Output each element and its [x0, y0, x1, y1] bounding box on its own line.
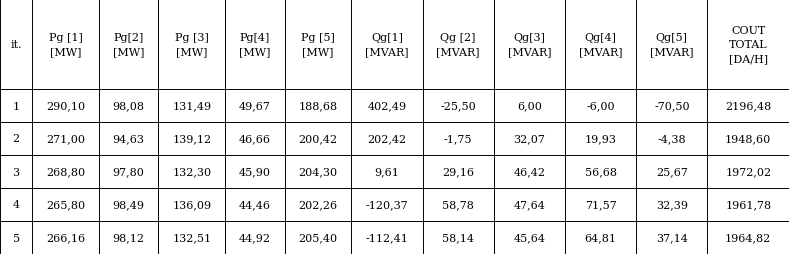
Text: -1,75: -1,75 — [444, 134, 473, 144]
Text: 45,90: 45,90 — [239, 167, 271, 177]
Text: it.: it. — [10, 40, 22, 50]
Text: 94,63: 94,63 — [113, 134, 144, 144]
Text: -70,50: -70,50 — [654, 101, 690, 111]
Text: 98,49: 98,49 — [113, 200, 144, 210]
Text: 32,39: 32,39 — [656, 200, 688, 210]
Text: 49,67: 49,67 — [239, 101, 271, 111]
Text: Qg[1]
[MVAR]: Qg[1] [MVAR] — [365, 33, 409, 57]
Text: 131,49: 131,49 — [172, 101, 211, 111]
Text: 97,80: 97,80 — [113, 167, 144, 177]
Text: Pg[2]
[MW]: Pg[2] [MW] — [113, 33, 144, 57]
Text: -4,38: -4,38 — [657, 134, 686, 144]
Text: 37,14: 37,14 — [656, 233, 688, 243]
Text: 29,16: 29,16 — [443, 167, 474, 177]
Text: 188,68: 188,68 — [298, 101, 338, 111]
Text: 6,00: 6,00 — [517, 101, 542, 111]
Text: 44,92: 44,92 — [239, 233, 271, 243]
Text: 5: 5 — [13, 233, 20, 243]
Text: 266,16: 266,16 — [46, 233, 85, 243]
Text: 202,42: 202,42 — [368, 134, 406, 144]
Text: 58,78: 58,78 — [443, 200, 474, 210]
Text: 98,12: 98,12 — [113, 233, 144, 243]
Text: Pg[4]
[MW]: Pg[4] [MW] — [239, 33, 271, 57]
Text: 32,07: 32,07 — [514, 134, 545, 144]
Text: 1964,82: 1964,82 — [725, 233, 772, 243]
Text: 25,67: 25,67 — [656, 167, 688, 177]
Text: 132,51: 132,51 — [172, 233, 211, 243]
Text: 271,00: 271,00 — [46, 134, 85, 144]
Text: 139,12: 139,12 — [172, 134, 211, 144]
Text: 268,80: 268,80 — [46, 167, 85, 177]
Text: 200,42: 200,42 — [298, 134, 338, 144]
Text: 265,80: 265,80 — [46, 200, 85, 210]
Text: 136,09: 136,09 — [172, 200, 211, 210]
Text: 47,64: 47,64 — [514, 200, 545, 210]
Text: Qg[4]
[MVAR]: Qg[4] [MVAR] — [579, 33, 623, 57]
Text: 3: 3 — [13, 167, 20, 177]
Text: 1: 1 — [13, 101, 20, 111]
Text: 45,64: 45,64 — [514, 233, 545, 243]
Text: 2: 2 — [13, 134, 20, 144]
Text: 290,10: 290,10 — [46, 101, 85, 111]
Text: 402,49: 402,49 — [368, 101, 406, 111]
Text: -112,41: -112,41 — [365, 233, 409, 243]
Text: 4: 4 — [13, 200, 20, 210]
Text: 1972,02: 1972,02 — [725, 167, 772, 177]
Text: 56,68: 56,68 — [585, 167, 617, 177]
Text: Pg [5]
[MW]: Pg [5] [MW] — [301, 33, 335, 57]
Text: 9,61: 9,61 — [375, 167, 399, 177]
Text: Qg[5]
[MVAR]: Qg[5] [MVAR] — [650, 33, 694, 57]
Text: -120,37: -120,37 — [365, 200, 409, 210]
Text: 1948,60: 1948,60 — [725, 134, 772, 144]
Text: Qg [2]
[MVAR]: Qg [2] [MVAR] — [436, 33, 480, 57]
Text: -25,50: -25,50 — [440, 101, 476, 111]
Text: 64,81: 64,81 — [585, 233, 617, 243]
Text: 1961,78: 1961,78 — [725, 200, 772, 210]
Text: Qg[3]
[MVAR]: Qg[3] [MVAR] — [507, 33, 552, 57]
Text: 58,14: 58,14 — [443, 233, 474, 243]
Text: 19,93: 19,93 — [585, 134, 617, 144]
Text: Pg [3]
[MW]: Pg [3] [MW] — [175, 33, 209, 57]
Text: 46,66: 46,66 — [239, 134, 271, 144]
Text: 202,26: 202,26 — [298, 200, 338, 210]
Text: 204,30: 204,30 — [298, 167, 338, 177]
Text: 132,30: 132,30 — [172, 167, 211, 177]
Text: 44,46: 44,46 — [239, 200, 271, 210]
Text: COUT
TOTAL
[DA/H]: COUT TOTAL [DA/H] — [729, 26, 768, 64]
Text: 2196,48: 2196,48 — [725, 101, 772, 111]
Text: 71,57: 71,57 — [585, 200, 616, 210]
Text: 98,08: 98,08 — [113, 101, 144, 111]
Text: 205,40: 205,40 — [298, 233, 338, 243]
Text: 46,42: 46,42 — [514, 167, 545, 177]
Text: Pg [1]
[MW]: Pg [1] [MW] — [49, 33, 82, 57]
Text: -6,00: -6,00 — [586, 101, 615, 111]
